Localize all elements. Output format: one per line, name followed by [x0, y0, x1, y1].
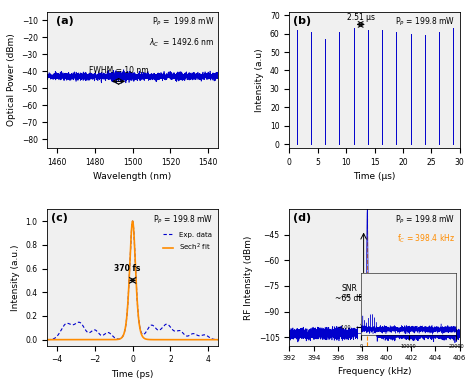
Sech$^{2}$ fit [123, 323, 128, 328]
Sech$^{2}$ fit [210, 338, 216, 342]
Sech$^{2}$ fit [210, 338, 216, 342]
X-axis label: Time (μs): Time (μs) [354, 172, 396, 181]
Line: Exp. data: Exp. data [47, 221, 218, 340]
Exp. data [123, 323, 128, 328]
Legend: Exp. data, Sech$^{2}$ fit: Exp. data, Sech$^{2}$ fit [160, 229, 214, 255]
Sech$^{2}$ fit [45, 338, 50, 342]
Exp. data [215, 338, 221, 342]
Text: (c): (c) [51, 214, 68, 223]
X-axis label: Frequency (kHz): Frequency (kHz) [338, 367, 411, 376]
Text: 2.51 μs: 2.51 μs [346, 13, 374, 22]
Line: Sech$^{2}$ fit: Sech$^{2}$ fit [47, 221, 218, 340]
Y-axis label: Intensity (a.u.): Intensity (a.u.) [11, 244, 20, 311]
Sech$^{2}$ fit [128, 252, 133, 257]
Y-axis label: Intensity (a.u): Intensity (a.u) [255, 48, 264, 111]
Exp. data [53, 335, 59, 339]
Text: $\lambda$$_{C}$  = 1492.6 nm: $\lambda$$_{C}$ = 1492.6 nm [149, 36, 214, 48]
Exp. data [210, 337, 216, 341]
Exp. data [130, 219, 136, 223]
Text: (b): (b) [293, 16, 311, 26]
Sech$^{2}$ fit [215, 338, 221, 342]
X-axis label: Time (ps): Time (ps) [111, 370, 154, 379]
Text: FWHM = 10 nm: FWHM = 10 nm [89, 66, 148, 75]
X-axis label: Wavelength (nm): Wavelength (nm) [93, 172, 172, 181]
Exp. data [45, 337, 50, 342]
Sech$^{2}$ fit [53, 338, 59, 342]
Exp. data [179, 329, 184, 334]
Sech$^{2}$ fit [179, 338, 184, 342]
Text: 370 fs: 370 fs [114, 264, 140, 273]
Y-axis label: RF Intensity (dBm): RF Intensity (dBm) [244, 235, 253, 319]
Text: (d): (d) [293, 214, 311, 223]
Text: (a): (a) [56, 16, 73, 26]
Exp. data [128, 252, 133, 257]
Y-axis label: Optical Power (dBm): Optical Power (dBm) [7, 33, 16, 126]
Text: P$_{P}$ = 199.8 mW: P$_{P}$ = 199.8 mW [394, 214, 455, 226]
Text: P$_{P}$ =  199.8 mW: P$_{P}$ = 199.8 mW [152, 16, 214, 28]
Text: SNR
~65 dB: SNR ~65 dB [335, 284, 363, 303]
Sech$^{2}$ fit [130, 219, 136, 223]
Text: P$_{P}$ = 199.8 mW: P$_{P}$ = 199.8 mW [394, 16, 455, 28]
Text: f$_{C}$ = 398.4 kHz: f$_{C}$ = 398.4 kHz [397, 232, 455, 245]
Text: P$_{P}$ = 199.8 mW: P$_{P}$ = 199.8 mW [153, 214, 213, 226]
Exp. data [210, 337, 216, 341]
